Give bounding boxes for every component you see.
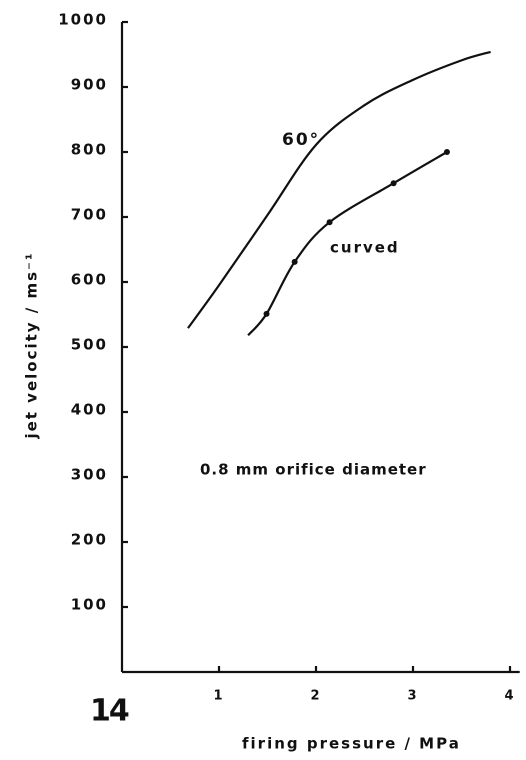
y-tick-label: 900 xyxy=(71,76,108,94)
y-tick-label: 400 xyxy=(71,401,108,419)
y-tick-label: 100 xyxy=(71,596,108,614)
data-point xyxy=(291,258,298,265)
data-point xyxy=(263,310,270,317)
figure-label: 14 xyxy=(90,694,129,729)
y-tick-label: 200 xyxy=(71,531,108,549)
annotation: 0.8 mm orifice diameter xyxy=(200,461,427,479)
series-label: 60° xyxy=(282,130,320,150)
y-tick-label: 800 xyxy=(71,141,108,159)
y-tick-label: 1000 xyxy=(58,11,108,29)
data-point xyxy=(326,219,333,226)
x-tick-label: 1 xyxy=(213,689,224,704)
x-tick-label: 2 xyxy=(310,689,321,704)
data-point xyxy=(390,180,397,187)
series-label: curved xyxy=(330,239,400,257)
line xyxy=(187,50,491,329)
data-point xyxy=(443,149,450,155)
y-axis-label: jet velocity / ms⁻¹ xyxy=(23,251,41,439)
x-tick-label: 3 xyxy=(407,689,418,704)
y-tick-label: 500 xyxy=(71,336,108,354)
x-axis-label: firing pressure / MPa xyxy=(242,735,461,753)
y-tick-label: 700 xyxy=(71,206,108,224)
x-tick-label: 4 xyxy=(504,689,515,704)
y-tick-label: 600 xyxy=(71,271,108,289)
y-tick-label: 300 xyxy=(71,466,108,484)
